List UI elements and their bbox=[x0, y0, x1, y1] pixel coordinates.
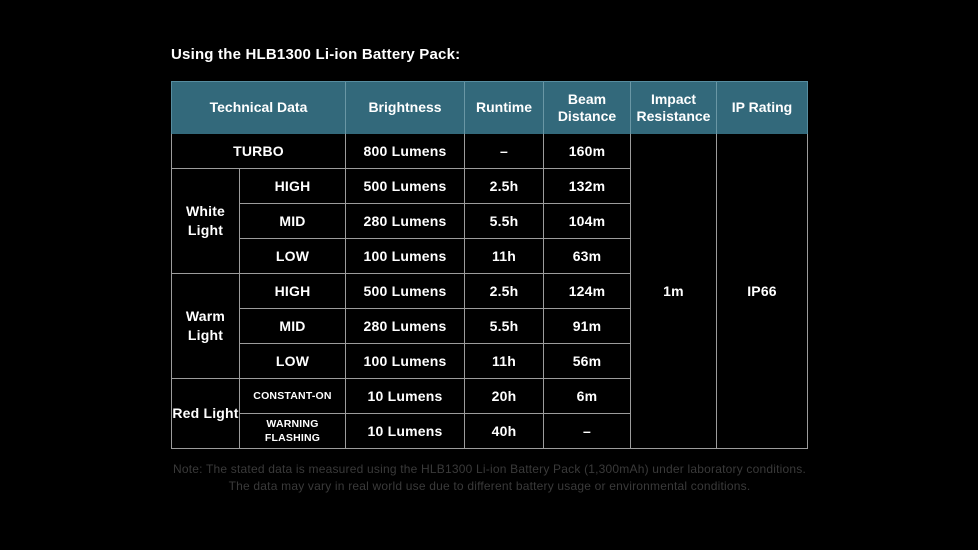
mode-cell: MID bbox=[239, 308, 346, 344]
mode-cell: HIGH bbox=[239, 168, 346, 204]
beam-distance-cell: 56m bbox=[543, 343, 631, 379]
runtime-cell: 5.5h bbox=[464, 308, 544, 344]
footnote: Note: The stated data is measured using … bbox=[173, 462, 806, 494]
column-header-impact-resistance: Impact Resistance bbox=[630, 81, 717, 134]
brightness-cell: 280 Lumens bbox=[345, 308, 465, 344]
mode-cell: LOW bbox=[239, 343, 346, 379]
brightness-cell: 500 Lumens bbox=[345, 168, 465, 204]
brightness-cell: 280 Lumens bbox=[345, 203, 465, 239]
beam-distance-cell: 104m bbox=[543, 203, 631, 239]
table-row: Red Light CONSTANT-ON 10 Lumens 20h 6m bbox=[171, 378, 808, 449]
beam-distance-cell: 63m bbox=[543, 238, 631, 274]
table-row: TURBO 800 Lumens –160m 1m IP66 bbox=[171, 134, 808, 449]
group-cell-red-light: Red Light bbox=[171, 378, 240, 449]
brightness-cell: 10 Lumens bbox=[345, 378, 465, 414]
mode-cell: HIGH bbox=[239, 273, 346, 309]
brightness-cell: 800 Lumens bbox=[345, 134, 465, 169]
runtime-cell: 2.5h bbox=[464, 273, 544, 309]
mode-cell: TURBO bbox=[171, 134, 346, 169]
spec-table: Technical Data Brightness Runtime Beam Dist… bbox=[171, 81, 808, 449]
table-row: WARNING FLASHING 10 Lumens 40h – bbox=[172, 413, 808, 449]
table-row: MID 280 Lumens 5.5h 91m bbox=[172, 308, 808, 344]
runtime-cell: 5.5h bbox=[464, 203, 544, 239]
table-header: Technical Data Brightness Runtime Beam Dist… bbox=[171, 81, 808, 134]
beam-distance-cell: 124m bbox=[543, 273, 631, 309]
group-cell-warm-light: Warm Light bbox=[171, 273, 240, 379]
beam-distance-cell: 6m bbox=[543, 378, 631, 414]
runtime-cell: – bbox=[464, 134, 544, 169]
table-row: Warm Light HIGH 500 Lumens 2.5h 124m bbox=[171, 273, 808, 379]
column-header-technical-data: Technical Data bbox=[171, 81, 346, 134]
brightness-cell: 100 Lumens bbox=[345, 343, 465, 379]
mode-cell: CONSTANT-ON bbox=[239, 378, 346, 414]
brightness-cell: 100 Lumens bbox=[345, 238, 465, 274]
beam-distance-cell: 132m bbox=[543, 168, 631, 204]
ip-rating-cell: IP66 bbox=[716, 134, 808, 449]
runtime-cell: 11h bbox=[464, 343, 544, 379]
brightness-cell: 500 Lumens bbox=[345, 273, 465, 309]
runtime-cell: 20h bbox=[464, 378, 544, 414]
column-header-runtime: Runtime bbox=[464, 81, 544, 134]
beam-distance-cell: – bbox=[543, 413, 631, 449]
table-row: White Light HIGH 500 Lumens 2.5h 132m bbox=[171, 168, 808, 274]
group-cell-white-light: White Light bbox=[171, 168, 240, 274]
table-body: TURBO 800 Lumens –160m 1m IP66 White Light HIG… bbox=[171, 134, 808, 449]
mode-cell: WARNING FLASHING bbox=[239, 413, 346, 449]
beam-distance-cell: 91m bbox=[543, 308, 631, 344]
impact-resistance-cell: 1m bbox=[630, 134, 717, 449]
mode-cell: LOW bbox=[239, 238, 346, 274]
column-header-brightness: Brightness bbox=[345, 81, 465, 134]
runtime-cell: 2.5h bbox=[464, 168, 544, 204]
runtime-cell: 11h bbox=[464, 238, 544, 274]
runtime-cell: 40h bbox=[464, 413, 544, 449]
column-header-ip-rating: IP Rating bbox=[716, 81, 808, 134]
header-row: Technical Data Brightness Runtime Beam Dist… bbox=[171, 81, 808, 134]
brightness-cell: 10 Lumens bbox=[345, 413, 465, 449]
beam-distance-cell: 160m bbox=[543, 134, 631, 169]
page-title: Using the HLB1300 Li-ion Battery Pack: bbox=[171, 46, 461, 63]
mode-cell: MID bbox=[239, 203, 346, 239]
column-header-beam-distance: Beam Distance bbox=[543, 81, 631, 134]
